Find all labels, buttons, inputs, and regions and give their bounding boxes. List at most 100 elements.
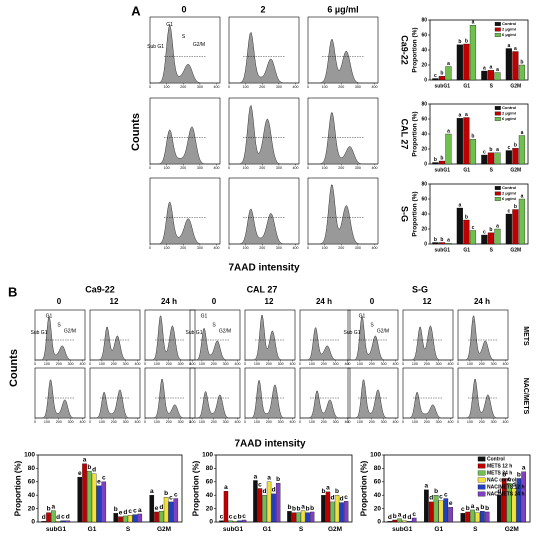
significance-letter: b [292, 505, 296, 512]
x-tick-label: 400 [372, 246, 378, 250]
bar [448, 507, 454, 523]
x-tick-label: 100 [243, 166, 249, 170]
significance-letter: b [514, 143, 517, 149]
x-tick-label: 0 [149, 166, 151, 170]
bar [101, 481, 107, 523]
significance-letter: a [267, 475, 271, 482]
x-axis-label: 7AAD intensity [228, 263, 300, 274]
bar [118, 516, 123, 523]
bar [392, 519, 398, 523]
x-tick-label: 100 [44, 420, 50, 424]
significance-letter: b [517, 471, 521, 478]
histogram-frame [402, 367, 454, 419]
histogram [307, 112, 378, 165]
significance-letter: a [465, 112, 468, 118]
phase-label: Sub G1 [186, 330, 203, 336]
significance-letter: a [83, 457, 87, 464]
x-tick-label: 0 [307, 85, 309, 89]
x-tick-label: 100 [243, 246, 249, 250]
legend-label: 2 µg/ml [502, 111, 516, 116]
x-tick-label: 0 [34, 420, 36, 424]
x-tick-label: 400 [503, 362, 509, 366]
significance-letter: b [114, 506, 118, 513]
x-tick-label: 400 [503, 420, 509, 424]
y-tick-label: 40 [206, 492, 214, 499]
phase-label: Sub G1 [31, 330, 48, 336]
legend-swatch [477, 463, 486, 469]
x-tick-label: G1 [463, 247, 470, 253]
x-tick-label: 0 [307, 166, 309, 170]
bar [496, 495, 502, 523]
x-tick-label: 200 [338, 85, 344, 89]
bar [487, 70, 495, 81]
x-tick-label: 0 [457, 420, 459, 424]
x-tick-label: 400 [80, 362, 86, 366]
y-tick-label: 40 [28, 492, 36, 499]
significance-letter: a [483, 65, 486, 71]
x-tick-label: 200 [369, 362, 375, 366]
histogram [228, 208, 299, 245]
significance-letter: d [402, 513, 406, 520]
y-tick-label: 0 [424, 161, 427, 167]
significance-letter: c [439, 493, 443, 500]
y-axis-label: Counts [8, 349, 20, 387]
bar [445, 243, 452, 245]
significance-letter: b [434, 488, 438, 495]
significance-letter: b [520, 59, 523, 65]
x-tick-label: S [490, 83, 494, 89]
y-tick-label: 80 [374, 465, 382, 472]
bar [163, 497, 169, 523]
bar [257, 488, 263, 523]
bar [296, 512, 301, 523]
bar [469, 25, 477, 81]
time-label: 0 [370, 297, 375, 306]
legend-swatch [477, 484, 486, 490]
x-tick-label: 200 [259, 246, 265, 250]
cell-line-label: S-G [400, 206, 410, 222]
x-tick-label: 100 [322, 85, 328, 89]
phase-label: G2/M [64, 328, 76, 334]
legend-swatch [477, 477, 486, 483]
bar [402, 520, 407, 523]
significance-letter: b [306, 505, 310, 512]
x-tick-label: 300 [223, 420, 229, 424]
x-tick-label: 400 [190, 362, 196, 366]
significance-letter: d [263, 488, 267, 495]
x-tick-label: 0 [189, 420, 191, 424]
significance-letter: c [472, 225, 475, 231]
significance-letter: e [155, 505, 159, 512]
x-tick-label: 100 [309, 420, 315, 424]
y-tick-label: 0 [377, 519, 381, 526]
significance-letter: b [485, 505, 489, 512]
legend-swatch [494, 111, 501, 116]
x-tick-label: S [473, 526, 478, 533]
significance-letter: b [238, 513, 242, 520]
x-tick-label: G1 [463, 83, 470, 89]
bar [487, 152, 495, 165]
significance-letter: a [490, 65, 493, 71]
bar [423, 489, 429, 523]
x-tick-label: 300 [381, 362, 387, 366]
significance-letter: a [52, 503, 56, 510]
x-tick-label: 400 [448, 362, 454, 366]
histogram [149, 24, 220, 84]
bar [484, 511, 490, 523]
x-tick-label: 200 [56, 362, 62, 366]
significance-letter: b [514, 204, 517, 210]
time-label: 0 [212, 297, 217, 306]
x-tick-label: 200 [259, 85, 265, 89]
x-tick-label: G1 [88, 526, 97, 533]
y-axis-label: Proportion (%) [360, 460, 369, 516]
significance-letter: c [128, 508, 132, 515]
x-tick-label: 100 [154, 420, 160, 424]
histogram [189, 390, 240, 419]
x-tick-label: 200 [166, 362, 172, 366]
legend-label: METS 24 h [487, 470, 512, 476]
significance-letter: d [429, 495, 433, 502]
bar [456, 44, 463, 81]
x-tick-label: 200 [211, 420, 217, 424]
x-tick-label: 400 [135, 362, 141, 366]
bar [127, 515, 133, 523]
significance-letter: d [42, 514, 46, 521]
bar [87, 470, 92, 523]
